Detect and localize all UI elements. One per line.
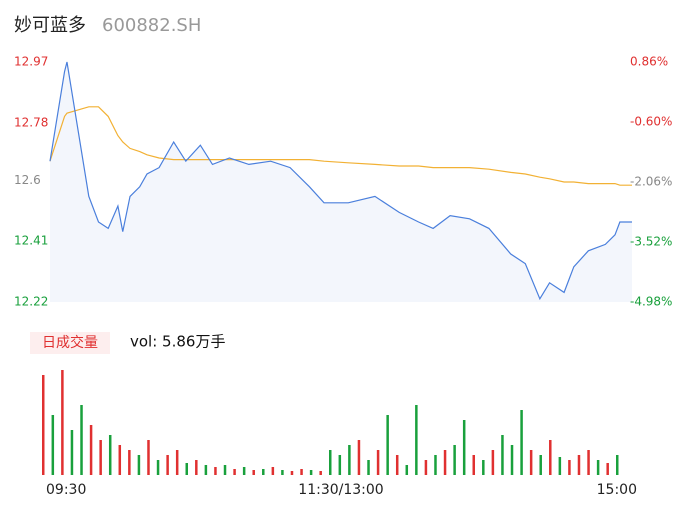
- volume-label: vol: 5.86万手: [130, 333, 225, 351]
- volume-bar: [357, 440, 361, 475]
- volume-bar: [510, 445, 514, 475]
- volume-bar: [319, 471, 322, 475]
- series-line: [49, 61, 632, 301]
- volume-bar: [204, 465, 208, 475]
- volume-bar: [395, 455, 399, 475]
- volume-bar: [443, 450, 447, 475]
- y-tick-label: 12.78: [14, 115, 48, 129]
- volume-bar: [118, 445, 122, 475]
- volume-bar: [348, 445, 351, 475]
- volume-bar: [558, 457, 562, 475]
- volume-bar: [434, 455, 437, 475]
- volume-bar: [539, 455, 542, 475]
- y-tick-label: 12.6: [14, 173, 41, 187]
- volume-bar: [529, 450, 533, 475]
- volume-bar: [262, 469, 265, 475]
- volume-bar: [89, 425, 93, 475]
- volume-bar: [482, 460, 485, 475]
- volume-legend: 日成交量: [42, 334, 98, 351]
- volume-bar: [281, 470, 284, 475]
- volume-bar: [462, 420, 466, 475]
- volume-bar: [137, 455, 141, 475]
- volume-bar: [214, 467, 217, 475]
- volume-bar: [80, 405, 83, 475]
- volume-bar: [223, 465, 227, 475]
- volume-bar: [501, 435, 504, 475]
- y-tick-label: 12.41: [14, 234, 48, 248]
- volume-bar: [491, 450, 495, 475]
- volume-bar: [108, 435, 112, 475]
- volume-bar: [233, 469, 236, 475]
- volume-bar: [596, 460, 600, 475]
- volume-bar: [577, 455, 581, 475]
- volume-bar: [156, 460, 160, 475]
- volume-bar: [415, 405, 418, 475]
- volume-bar: [386, 415, 389, 475]
- y2-tick-label: -0.60%: [630, 115, 672, 129]
- y-tick-label: 12.22: [14, 295, 48, 309]
- volume-bar: [367, 460, 370, 475]
- volume-bar: [147, 440, 150, 475]
- volume-bar: [128, 450, 131, 475]
- volume-bar: [338, 455, 342, 475]
- price-area: [50, 62, 632, 302]
- volume-bar: [175, 450, 179, 475]
- volume-bar: [271, 467, 275, 475]
- legend-box: [30, 332, 110, 354]
- volume-bar: [472, 455, 475, 475]
- volume-bar: [616, 455, 619, 475]
- volume-bar: [568, 460, 571, 475]
- y2-tick-label: -3.52%: [630, 235, 672, 249]
- volume-bar: [242, 467, 246, 475]
- volume-bar: [42, 375, 45, 475]
- volume-bar: [376, 450, 380, 475]
- volume-bar: [195, 460, 198, 475]
- volume-bar: [329, 450, 332, 475]
- y-tick-label: 12.97: [14, 55, 48, 69]
- series-line: [49, 106, 632, 186]
- volume-bar: [606, 463, 609, 475]
- volume-bar: [549, 440, 552, 475]
- volume-bar: [252, 470, 255, 475]
- y2-tick-label: -2.06%: [630, 175, 672, 189]
- volume-bar: [61, 370, 64, 475]
- volume-bar: [587, 450, 590, 475]
- volume-bar: [99, 440, 102, 475]
- volume-bar: [300, 469, 303, 475]
- volume-bar: [166, 455, 169, 475]
- y2-tick-label: -4.98%: [630, 295, 672, 309]
- volume-bar: [70, 430, 74, 475]
- volume-bar: [185, 463, 188, 475]
- volume-bar: [309, 470, 313, 475]
- x-tick-label: 09:30: [46, 482, 86, 498]
- volume-bar: [290, 471, 294, 475]
- volume-bar: [520, 410, 523, 475]
- chart-title: 妙可蓝多: [14, 15, 86, 36]
- volume-bar: [51, 415, 55, 475]
- x-tick-label: 11:30/13:00: [298, 482, 383, 498]
- volume-bar: [424, 460, 428, 475]
- chart-subtitle: 600882.SH: [102, 15, 201, 36]
- volume-bar: [405, 465, 409, 475]
- x-tick-label: 15:00: [597, 482, 637, 498]
- y2-tick-label: 0.86%: [630, 55, 668, 69]
- volume-bar: [453, 445, 456, 475]
